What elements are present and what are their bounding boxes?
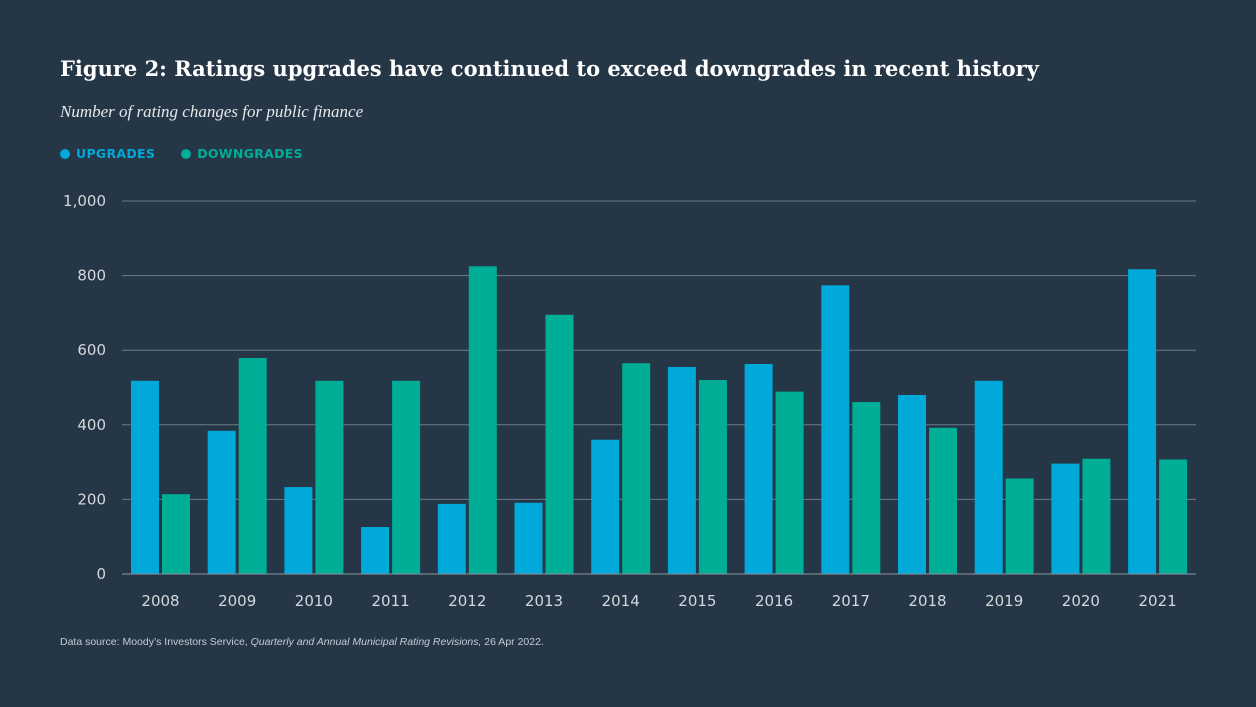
x-tick-label: 2015 (678, 592, 716, 610)
bar-upgrades-2015 (667, 366, 696, 574)
legend-downgrades-label: DOWNGRADES (197, 146, 303, 161)
x-tick-label: 2017 (832, 592, 870, 610)
bar-downgrades-2018 (929, 427, 957, 574)
bar-upgrades-2009 (207, 430, 236, 574)
bar-downgrades-2016 (775, 391, 804, 574)
x-tick-label: 2021 (1139, 592, 1177, 610)
x-tick-label: 2009 (218, 592, 256, 610)
y-tick-label: 200 (77, 490, 106, 508)
legend: UPGRADES DOWNGRADES (60, 146, 303, 161)
bar-downgrades-2021 (1159, 459, 1188, 574)
bar-downgrades-2017 (852, 402, 881, 574)
bar-upgrades-2012 (437, 503, 466, 574)
bar-upgrades-2011 (361, 527, 390, 574)
bar-upgrades-2016 (744, 364, 773, 574)
x-tick-label: 2011 (372, 592, 410, 610)
bar-upgrades-2019 (974, 380, 1003, 574)
y-tick-label: 800 (77, 267, 106, 285)
source-publication: Quarterly and Annual Municipal Rating Re… (250, 636, 482, 648)
bar-upgrades-2008 (131, 380, 159, 574)
bar-upgrades-2021 (1128, 269, 1157, 574)
chart-title: Figure 2: Ratings upgrades have continue… (60, 56, 1039, 81)
legend-upgrades-label: UPGRADES (76, 146, 156, 161)
bar-downgrades-2014 (622, 363, 651, 574)
y-tick-label: 0 (96, 565, 106, 583)
bar-upgrades-2020 (1051, 463, 1080, 574)
bar-upgrades-2014 (591, 439, 620, 574)
x-tick-label: 2012 (448, 592, 486, 610)
y-tick-label: 1,000 (63, 192, 106, 210)
y-tick-label: 600 (77, 341, 106, 359)
bar-downgrades-2019 (1005, 478, 1034, 574)
x-tick-label: 2016 (755, 592, 793, 610)
legend-upgrades-swatch (60, 148, 70, 159)
x-tick-label: 2010 (295, 592, 333, 610)
bar-downgrades-2015 (698, 380, 727, 574)
bar-downgrades-2011 (392, 380, 421, 574)
x-tick-label: 2008 (141, 592, 179, 610)
data-source-note: Data source: Moody’s Investors Service, … (60, 636, 544, 648)
y-tick-label: 400 (77, 416, 106, 434)
bar-downgrades-2009 (238, 358, 267, 574)
chart-subtitle: Number of rating changes for public fina… (60, 102, 364, 121)
source-date: 26 Apr 2022. (481, 636, 544, 648)
legend-downgrades-swatch (181, 148, 192, 159)
bar-downgrades-2010 (315, 380, 344, 574)
bar-downgrades-2013 (545, 314, 574, 574)
x-tick-label: 2020 (1062, 592, 1100, 610)
bar-upgrades-2017 (821, 285, 850, 574)
bar-downgrades-2008 (162, 494, 190, 574)
legend-item-upgrades: UPGRADES (60, 146, 155, 161)
bar-upgrades-2018 (898, 394, 926, 574)
x-tick-label: 2014 (602, 592, 640, 610)
x-tick-label: 2018 (908, 592, 946, 610)
source-prefix: Data source: Moody’s Investors Service, (60, 636, 251, 648)
legend-item-downgrades: DOWNGRADES (181, 146, 303, 161)
x-tick-label: 2013 (525, 592, 563, 610)
bar-downgrades-2012 (468, 266, 497, 574)
bar-downgrades-2020 (1082, 458, 1111, 574)
bar-upgrades-2013 (514, 502, 543, 574)
bar-upgrades-2010 (284, 487, 313, 574)
x-tick-label: 2019 (985, 592, 1023, 610)
